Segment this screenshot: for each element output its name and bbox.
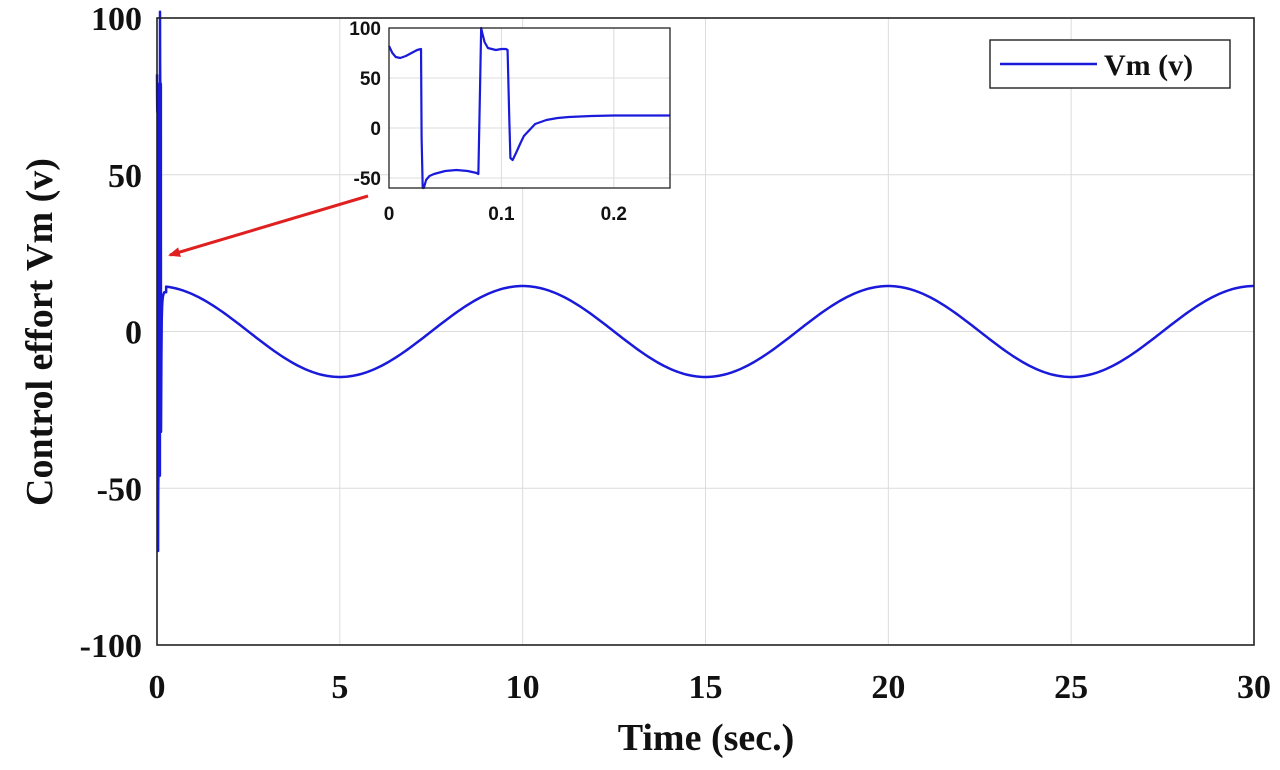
y-tick-label: -50 bbox=[97, 471, 142, 508]
inset-y-tick-label: 100 bbox=[349, 19, 381, 40]
y-tick-label: 0 bbox=[125, 315, 142, 352]
x-tick-label: 10 bbox=[506, 669, 540, 706]
x-tick-label: 15 bbox=[689, 669, 723, 706]
inset-y-tick-label: 0 bbox=[370, 119, 381, 140]
x-tick-label: 30 bbox=[1237, 669, 1271, 706]
inset-series-line bbox=[388, 26, 670, 190]
x-axis-title: Time (sec.) bbox=[618, 717, 795, 759]
legend-label-vm: Vm (v) bbox=[1104, 49, 1193, 82]
x-tick-label: 5 bbox=[331, 669, 348, 706]
main-axes-frame bbox=[156, 17, 1255, 646]
inset-y-tick-label: -50 bbox=[354, 169, 381, 190]
x-tick-label: 0 bbox=[149, 669, 166, 706]
series-line-vm bbox=[155, 10, 1255, 553]
x-tick-label: 25 bbox=[1054, 669, 1088, 706]
y-tick-label: 50 bbox=[108, 158, 142, 195]
y-axis-title: Control effort Vm (v) bbox=[19, 158, 61, 506]
inset-y-tick-label: 50 bbox=[360, 69, 381, 90]
legend: Vm (v) bbox=[989, 39, 1231, 89]
x-tick-label: 20 bbox=[871, 669, 905, 706]
inset-x-tick-label: 0.1 bbox=[488, 204, 515, 225]
inset-x-tick-label: 0 bbox=[384, 204, 395, 225]
y-tick-label: -100 bbox=[80, 628, 142, 665]
inset-axes-frame bbox=[388, 27, 671, 189]
y-tick-label: 100 bbox=[91, 1, 142, 38]
callout-arrow bbox=[168, 194, 369, 257]
inset-plot-area bbox=[389, 28, 670, 188]
inset-x-tick-label: 0.2 bbox=[601, 204, 627, 225]
